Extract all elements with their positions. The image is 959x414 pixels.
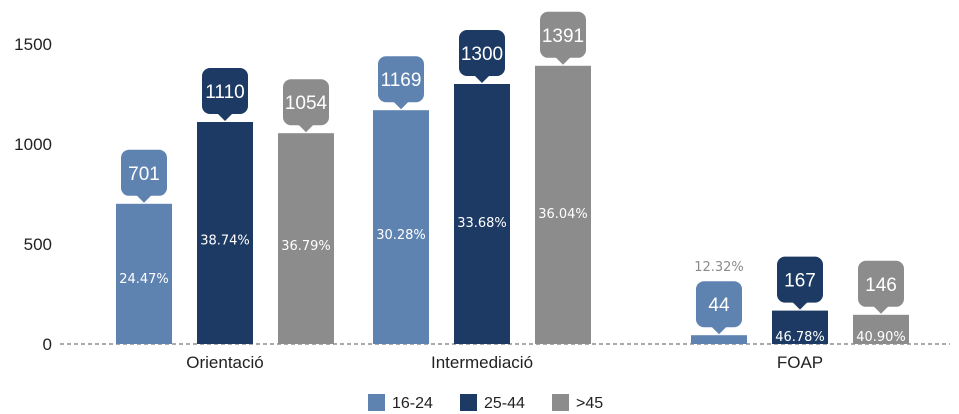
bar bbox=[853, 314, 909, 344]
data-labels: 701 24.47% 1110 38.74% 1054 36.79% 1169 30.28% 1… bbox=[119, 11, 906, 345]
value-callout: 167 bbox=[777, 256, 823, 310]
value-callout: 701 bbox=[121, 149, 167, 203]
bar bbox=[535, 65, 591, 345]
value-callout: 1054 bbox=[283, 79, 329, 133]
legend-swatch bbox=[368, 394, 385, 411]
bar bbox=[278, 133, 334, 344]
y-tick-label: 1500 bbox=[14, 35, 52, 54]
value-label: 1391 bbox=[542, 26, 584, 47]
percent-label: 12.32% bbox=[694, 260, 744, 275]
value-label: 146 bbox=[865, 275, 897, 296]
legend-item: 25-44 bbox=[460, 394, 525, 412]
category-label: Intermediació bbox=[431, 353, 533, 372]
category-label: Orientació bbox=[186, 353, 263, 372]
bar bbox=[373, 110, 429, 344]
percent-label: 38.74% bbox=[200, 234, 250, 249]
percent-label: 40.90% bbox=[856, 330, 906, 345]
value-callout: 44 bbox=[696, 281, 742, 335]
percent-label: 36.79% bbox=[281, 239, 331, 254]
value-label: 1169 bbox=[381, 70, 422, 91]
value-callout: 1391 bbox=[540, 11, 586, 65]
value-label: 167 bbox=[784, 271, 816, 292]
y-tick-label: 0 bbox=[43, 335, 52, 354]
value-label: 44 bbox=[708, 295, 730, 316]
value-callout: 1300 bbox=[459, 30, 505, 83]
category-label: FOAP bbox=[777, 353, 823, 372]
bar bbox=[772, 310, 828, 344]
legend-label: 25-44 bbox=[484, 395, 525, 412]
percent-label: 30.28% bbox=[376, 228, 426, 243]
legend-label: >45 bbox=[576, 395, 603, 412]
percent-label: 36.04% bbox=[538, 207, 588, 222]
value-callout: 1169 bbox=[378, 56, 424, 110]
legend-swatch bbox=[552, 394, 569, 411]
legend-item: 16-24 bbox=[368, 394, 433, 412]
percent-label: 46.78% bbox=[775, 330, 825, 345]
value-label: 1110 bbox=[205, 82, 244, 103]
value-callout: 146 bbox=[858, 260, 904, 314]
value-label: 1054 bbox=[285, 93, 328, 114]
value-label: 701 bbox=[128, 164, 160, 185]
percent-label: 24.47% bbox=[119, 272, 169, 287]
y-tick-label: 1000 bbox=[14, 135, 52, 154]
legend-swatch bbox=[460, 394, 477, 411]
legend-label: 16-24 bbox=[392, 395, 433, 412]
bar bbox=[454, 84, 510, 344]
value-label: 1300 bbox=[461, 44, 503, 65]
x-axis: Orientació Intermediació FOAP bbox=[186, 353, 823, 372]
legend: 16-24 25-44 >45 bbox=[368, 394, 603, 412]
y-tick-label: 500 bbox=[24, 235, 52, 254]
legend-item: >45 bbox=[552, 394, 603, 412]
bars bbox=[116, 65, 909, 345]
bar bbox=[691, 335, 747, 344]
bar bbox=[116, 203, 172, 344]
bar bbox=[197, 122, 253, 344]
value-callout: 1110 bbox=[202, 68, 248, 121]
percent-label: 33.68% bbox=[457, 216, 507, 231]
